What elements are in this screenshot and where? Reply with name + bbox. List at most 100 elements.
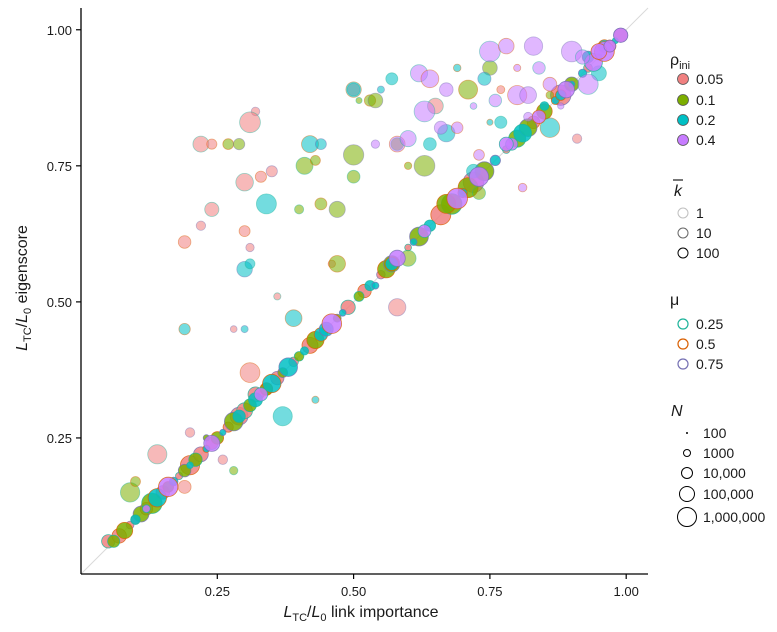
data-point — [513, 123, 532, 143]
data-point — [409, 238, 418, 246]
data-point — [446, 187, 468, 210]
legend-rho-ini: ρini 0.05 0.1 0.2 0.4 — [670, 52, 723, 148]
legend-k-swatch-0 — [677, 207, 689, 219]
data-point — [403, 161, 413, 170]
data-point — [186, 461, 194, 469]
data-point — [342, 144, 365, 166]
data-point — [413, 155, 436, 177]
legend-n-swatch-2 — [681, 467, 693, 479]
data-point — [613, 27, 629, 43]
data-point — [345, 81, 362, 98]
data-point — [370, 139, 380, 149]
data-point — [451, 121, 464, 134]
data-point — [385, 72, 399, 86]
legend-n-swatch-3 — [679, 486, 695, 502]
y-axis-title: LTC/L0 eigenscore — [14, 225, 34, 351]
data-point — [177, 235, 192, 249]
data-point — [184, 427, 196, 438]
data-point — [294, 204, 305, 215]
data-point — [458, 79, 479, 100]
y-tick-label: 0.75 — [47, 159, 72, 174]
legend-rho-label: 0.2 — [696, 112, 716, 128]
data-point — [273, 292, 282, 301]
data-point — [477, 71, 492, 86]
data-point — [206, 138, 218, 150]
legend-k-swatch-1 — [677, 227, 689, 239]
data-point — [244, 258, 256, 270]
legend-mu-label: 0.75 — [696, 356, 723, 372]
legend-rho-swatch-3 — [677, 134, 689, 146]
legend-mu-swatch-2 — [677, 358, 689, 370]
data-point — [272, 406, 293, 427]
data-point — [519, 86, 537, 104]
legend-mu-label: 0.5 — [696, 336, 716, 352]
y-tick-label: 0.25 — [47, 431, 72, 446]
data-point — [107, 534, 121, 548]
data-point — [203, 434, 221, 452]
data-point — [219, 428, 227, 437]
data-point — [557, 102, 565, 110]
data-point — [321, 313, 343, 334]
data-point — [539, 101, 550, 111]
data-point — [367, 92, 384, 109]
data-point — [479, 40, 501, 63]
points-layer — [101, 27, 629, 549]
legend-k-bar: k 1 10 100 — [673, 179, 720, 261]
data-point — [254, 170, 267, 183]
data-point — [314, 138, 327, 151]
legend-k-title: k — [674, 183, 683, 200]
data-point — [498, 136, 514, 152]
data-point — [399, 130, 417, 148]
data-point — [338, 308, 347, 317]
data-point — [539, 117, 561, 138]
data-point — [523, 111, 533, 122]
legend-n-label: 100,000 — [703, 486, 754, 502]
data-point — [513, 63, 522, 72]
data-point — [232, 409, 246, 423]
data-point — [295, 156, 314, 175]
data-point — [311, 395, 320, 404]
data-point — [571, 133, 583, 144]
legend-n-label: 10,000 — [703, 465, 746, 481]
data-point — [178, 322, 191, 336]
data-point — [116, 522, 134, 540]
data-point — [265, 165, 278, 178]
legend-rho-label: 0.4 — [696, 132, 716, 148]
legend-mu-swatch-0 — [677, 318, 689, 330]
data-point — [314, 197, 328, 211]
legend-n-label: 1000 — [703, 445, 734, 461]
data-point — [278, 357, 298, 377]
data-point — [498, 37, 515, 55]
legend-k-label: 10 — [696, 225, 712, 241]
legend-mu: μ 0.25 0.5 0.75 — [670, 292, 723, 372]
data-point — [376, 85, 385, 94]
x-tick-label: 0.75 — [477, 584, 502, 599]
data-point — [468, 166, 489, 187]
legend-n-swatch-1 — [683, 449, 691, 457]
data-point — [486, 118, 494, 126]
data-point — [417, 224, 432, 238]
data-point — [328, 255, 346, 273]
data-point — [489, 154, 501, 166]
data-point — [233, 138, 246, 151]
data-point — [542, 76, 558, 92]
data-point — [142, 504, 151, 514]
data-point — [204, 201, 220, 217]
data-point — [239, 111, 261, 134]
data-point — [557, 80, 575, 99]
data-point — [158, 476, 179, 497]
data-point — [239, 362, 261, 383]
x-tick-label: 1.00 — [614, 584, 639, 599]
data-point — [545, 90, 555, 100]
data-point — [494, 115, 508, 129]
data-point — [496, 85, 506, 94]
data-point — [130, 514, 141, 525]
data-point — [577, 73, 599, 95]
data-point — [130, 476, 141, 487]
legend-k-label: 100 — [696, 245, 720, 261]
data-point — [222, 138, 235, 150]
data-point — [413, 100, 436, 123]
data-point — [235, 172, 254, 192]
